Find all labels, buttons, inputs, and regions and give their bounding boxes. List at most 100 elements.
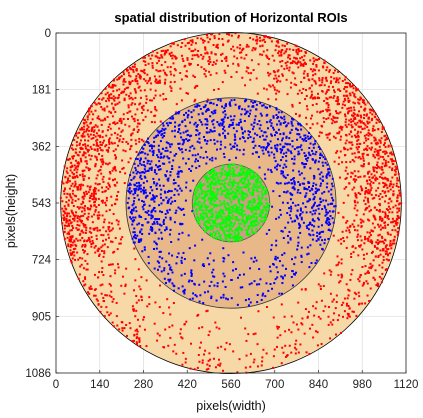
data-point	[158, 261, 161, 264]
data-point	[153, 181, 156, 184]
data-point	[302, 87, 305, 90]
data-point	[122, 80, 125, 83]
data-point	[228, 236, 231, 239]
data-point	[179, 148, 182, 151]
data-point	[250, 123, 253, 126]
data-point	[267, 127, 270, 130]
data-point	[284, 142, 287, 145]
data-point	[192, 292, 195, 295]
data-point	[252, 69, 255, 72]
data-point	[301, 211, 304, 214]
data-point	[146, 109, 149, 112]
data-point	[102, 175, 105, 178]
data-point	[375, 121, 378, 124]
data-point	[107, 228, 110, 231]
data-point	[275, 77, 278, 80]
data-point	[274, 49, 277, 52]
data-point	[363, 175, 366, 178]
data-point	[160, 54, 163, 57]
data-point	[205, 178, 208, 181]
data-point	[90, 154, 93, 157]
data-point	[89, 285, 92, 288]
data-point	[204, 349, 207, 352]
data-point	[270, 171, 273, 174]
data-point	[373, 136, 376, 139]
data-point	[381, 176, 384, 179]
data-point	[145, 345, 148, 348]
data-point	[333, 160, 336, 163]
data-point	[362, 157, 365, 160]
data-point	[90, 245, 93, 248]
data-point	[378, 240, 381, 243]
data-point	[143, 89, 146, 92]
data-point	[112, 167, 115, 170]
data-point	[104, 294, 107, 297]
data-point	[182, 141, 185, 144]
data-point	[360, 97, 363, 100]
data-point	[280, 53, 283, 56]
data-point	[175, 111, 178, 114]
data-point	[296, 191, 299, 194]
data-point	[87, 126, 90, 129]
data-point	[270, 248, 273, 251]
data-point	[93, 196, 96, 199]
data-point	[87, 139, 90, 142]
data-point	[250, 208, 253, 211]
data-point	[209, 139, 212, 142]
data-point	[326, 218, 329, 221]
data-point	[312, 68, 315, 71]
data-point	[256, 175, 259, 178]
data-point	[216, 282, 219, 285]
data-point	[324, 214, 327, 217]
data-point	[272, 128, 275, 131]
data-point	[281, 44, 284, 47]
data-point	[380, 235, 383, 238]
data-point	[214, 111, 217, 114]
data-point	[398, 202, 401, 205]
data-point	[143, 246, 146, 249]
data-point	[119, 118, 122, 121]
data-point	[132, 209, 135, 212]
data-point	[342, 201, 345, 204]
data-point	[245, 339, 248, 342]
data-point	[289, 210, 292, 213]
data-point	[386, 179, 389, 182]
data-point	[180, 54, 183, 57]
data-point	[166, 201, 169, 204]
data-point	[244, 100, 247, 103]
data-point	[170, 89, 173, 92]
data-point	[221, 124, 224, 127]
data-point	[107, 187, 110, 190]
data-point	[95, 141, 98, 144]
data-point	[339, 138, 342, 141]
data-point	[203, 353, 206, 356]
data-point	[224, 103, 227, 106]
data-point	[228, 232, 231, 235]
data-point	[309, 117, 312, 120]
data-point	[157, 237, 160, 240]
data-point	[381, 240, 384, 243]
data-point	[263, 173, 266, 176]
data-point	[83, 250, 86, 253]
data-point	[70, 259, 73, 262]
data-point	[356, 201, 359, 204]
data-point	[212, 174, 215, 177]
data-point	[186, 75, 189, 78]
data-point	[229, 198, 232, 201]
data-point	[147, 142, 150, 145]
data-point	[151, 50, 154, 53]
data-point	[220, 143, 223, 146]
data-point	[185, 181, 188, 184]
data-point	[159, 140, 162, 143]
data-point	[221, 218, 224, 221]
data-point	[335, 120, 338, 123]
data-point	[233, 115, 236, 118]
data-point	[82, 249, 85, 252]
data-point	[140, 228, 143, 231]
data-point	[369, 184, 372, 187]
data-point	[138, 339, 141, 342]
data-point	[210, 101, 213, 104]
data-point	[200, 341, 203, 344]
data-point	[218, 134, 221, 137]
data-point	[386, 177, 389, 180]
